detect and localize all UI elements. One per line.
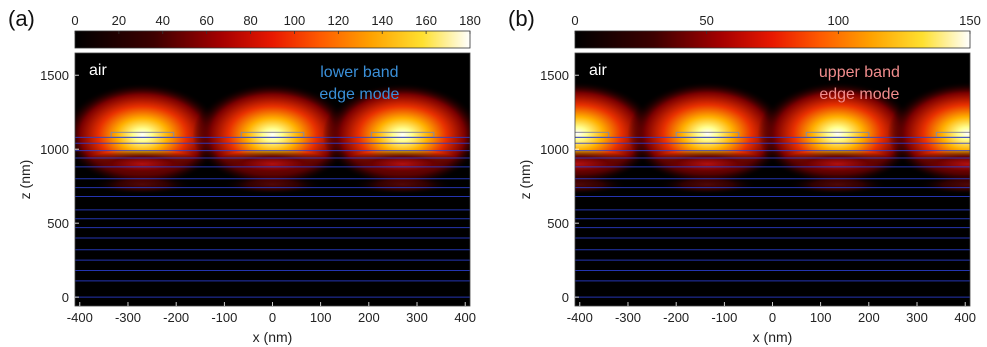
y-tick-label: 1000 — [40, 142, 69, 157]
colorbar-tick-label: 40 — [156, 13, 170, 28]
colorbar: 0 50 100 150 — [571, 13, 981, 49]
field-lobe-lower — [222, 174, 323, 195]
region-label-air: air — [589, 62, 607, 79]
x-tick-label: 300 — [406, 310, 428, 325]
y-tick-label: 0 — [62, 290, 69, 305]
field-lobe-lower — [657, 174, 758, 195]
colorbar-tick-label: 160 — [415, 13, 437, 28]
colorbar-tick-label: 80 — [243, 13, 257, 28]
x-tick-label: -300 — [115, 310, 141, 325]
x-axis-label: x (nm) — [753, 329, 793, 345]
y-axis-label: z (nm) — [17, 160, 33, 200]
y-tick-label: 500 — [47, 216, 69, 231]
colorbar-gradient — [74, 30, 471, 49]
colorbar-tick-label: 140 — [371, 13, 393, 28]
mode-label: edge mode — [819, 86, 899, 103]
mode-label: upper band — [819, 64, 900, 81]
x-tick-label: 300 — [906, 310, 928, 325]
x-tick-label: -100 — [211, 310, 237, 325]
y-tick-label: 500 — [547, 216, 569, 231]
field-lobe-lower — [575, 174, 628, 195]
field-lobe-lower — [775, 149, 900, 178]
field-lobe-lower — [80, 149, 205, 178]
field-lobe-lower — [575, 149, 640, 178]
y-tick-label: 0 — [562, 290, 569, 305]
colorbar-tick-label: 180 — [459, 13, 481, 28]
x-tick-label: 0 — [269, 310, 276, 325]
heatmap-area — [75, 53, 470, 306]
field-lobe-lower — [905, 149, 970, 178]
colorbar-tick-label: 150 — [959, 13, 981, 28]
panel-a: (a) 0 20 40 60 80 100 120 140 160 180 -400 -300 -200 -… — [8, 6, 481, 345]
mode-label: edge mode — [319, 86, 399, 103]
colorbar-tick-label: 0 — [571, 13, 578, 28]
colorbar-tick-label: 50 — [699, 13, 713, 28]
colorbar: 0 20 40 60 80 100 120 140 160 180 — [71, 13, 481, 49]
x-tick-label: -400 — [567, 310, 593, 325]
y-tick-label: 1500 — [540, 68, 569, 83]
region-label-air: air — [89, 62, 107, 79]
colorbar-gradient — [574, 30, 971, 49]
heatmap-area — [575, 53, 970, 306]
x-tick-label: 200 — [358, 310, 380, 325]
y-tick-label: 1500 — [40, 68, 69, 83]
colorbar-tick-label: 60 — [199, 13, 213, 28]
mode-label: lower band — [320, 64, 398, 81]
field-lobe-lower — [645, 149, 770, 178]
x-tick-label: -100 — [711, 310, 737, 325]
x-axis-label: x (nm) — [253, 329, 293, 345]
x-tick-label: 200 — [858, 310, 880, 325]
x-tick-label: 400 — [454, 310, 476, 325]
x-tick-label: -200 — [163, 310, 189, 325]
field-lobe-lower — [787, 174, 888, 195]
x-tick-label: 0 — [769, 310, 776, 325]
field-lobe-lower — [92, 174, 193, 195]
y-tick-label: 1000 — [540, 142, 569, 157]
field-lobe-lower — [210, 149, 335, 178]
x-tick-label: 100 — [310, 310, 332, 325]
x-tick-label: -300 — [615, 310, 641, 325]
field-lobe-lower — [340, 149, 465, 178]
y-axis-label: z (nm) — [517, 160, 533, 200]
colorbar-tick-label: 100 — [827, 13, 849, 28]
field-lobe-lower — [917, 174, 970, 195]
field-lobe-lower — [352, 174, 453, 195]
colorbar-tick-label: 20 — [112, 13, 126, 28]
colorbar-tick-label: 120 — [327, 13, 349, 28]
heatmap-background — [575, 53, 970, 306]
panel-label: (b) — [508, 6, 535, 31]
panel-label: (a) — [8, 6, 35, 31]
x-tick-label: 100 — [810, 310, 832, 325]
x-tick-label: 400 — [954, 310, 976, 325]
x-tick-label: -200 — [663, 310, 689, 325]
colorbar-tick-label: 100 — [284, 13, 306, 28]
x-tick-label: -400 — [67, 310, 93, 325]
panel-b: (b) 0 50 100 150 -400 -300 -200 -100 0 100 200 300 40… — [508, 6, 981, 345]
colorbar-tick-label: 0 — [71, 13, 78, 28]
